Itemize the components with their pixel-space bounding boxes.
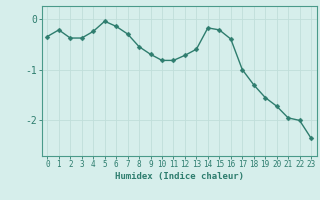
X-axis label: Humidex (Indice chaleur): Humidex (Indice chaleur) <box>115 172 244 181</box>
